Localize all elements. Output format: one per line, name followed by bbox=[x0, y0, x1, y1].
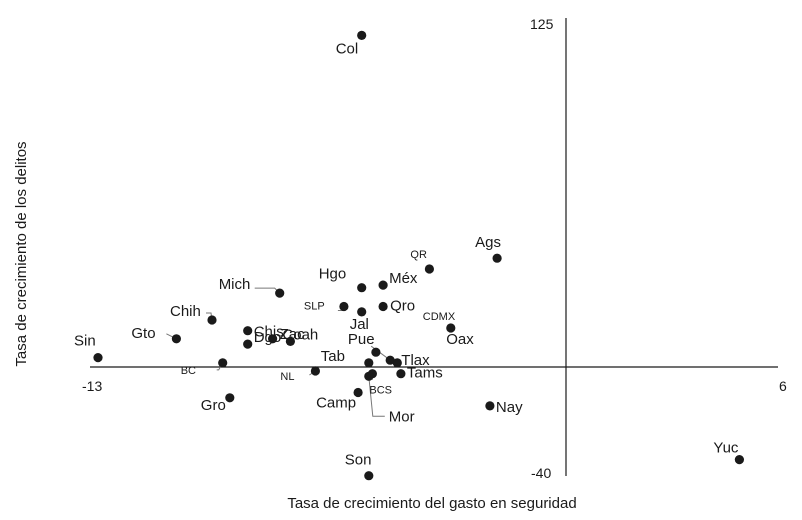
point-camp bbox=[353, 387, 363, 398]
point-yuc bbox=[734, 455, 745, 465]
x-axis-title: Tasa de crecimiento del gasto en segurid… bbox=[287, 495, 576, 512]
point-bc bbox=[218, 358, 228, 368]
point-pue bbox=[371, 347, 381, 357]
label-camp: Camp bbox=[316, 395, 356, 412]
point-dgo bbox=[243, 339, 253, 349]
point-son bbox=[364, 471, 374, 481]
point-tab bbox=[364, 358, 374, 368]
label-tab: Tab bbox=[321, 348, 345, 365]
label-sin: Sin bbox=[74, 333, 96, 350]
label-ags: Ags bbox=[475, 234, 501, 251]
label-slp: SLP bbox=[304, 301, 325, 313]
data-points bbox=[93, 30, 745, 481]
point-gro bbox=[225, 393, 235, 403]
point-zac bbox=[268, 334, 278, 344]
point-labels: Col QR Ags Méx Hgo Mich Qro SLP Jal Chih Chis CDMX G… bbox=[74, 40, 739, 468]
point-cdmx bbox=[446, 323, 456, 333]
y-tick-max: 125 bbox=[530, 16, 554, 32]
point-m-x bbox=[378, 280, 388, 290]
point-qr bbox=[424, 264, 434, 274]
point-col bbox=[357, 30, 367, 40]
label-mich: Mich bbox=[219, 276, 251, 293]
label-nl: NL bbox=[280, 371, 294, 383]
point-slp bbox=[339, 301, 349, 312]
y-axis-title: Tasa de crecimiento de los delitos bbox=[13, 141, 30, 366]
point-ags bbox=[492, 253, 502, 263]
label-hgo: Hgo bbox=[319, 266, 347, 283]
label-dgo: Dgo bbox=[254, 329, 282, 346]
label-nay: Nay bbox=[496, 399, 523, 416]
label-tams: Tams bbox=[407, 365, 443, 382]
label-yuc: Yuc bbox=[713, 440, 739, 457]
axes bbox=[90, 18, 778, 476]
leader-mor bbox=[368, 376, 385, 417]
label-pue: Pue bbox=[348, 331, 375, 348]
label-bcs: BCS bbox=[369, 385, 392, 397]
label-col: Col bbox=[336, 40, 359, 57]
label-jal: Jal bbox=[350, 316, 369, 333]
point-nay bbox=[485, 401, 495, 411]
label-zac: Zac bbox=[280, 326, 306, 343]
point-jal bbox=[357, 307, 367, 317]
point-mich bbox=[275, 288, 285, 298]
label-tlax: Tlax bbox=[401, 352, 430, 369]
point-nl bbox=[310, 366, 320, 376]
label-qr: QR bbox=[410, 249, 427, 261]
y-tick-min: -40 bbox=[531, 465, 551, 481]
label-chih: Chih bbox=[170, 303, 201, 320]
label-m-x: Méx bbox=[389, 270, 418, 287]
label-mor: Mor bbox=[389, 408, 415, 425]
point-sin bbox=[93, 353, 103, 363]
x-tick-max: 6 bbox=[779, 378, 787, 394]
label-coah: Coah bbox=[282, 326, 318, 343]
label-chis: Chis bbox=[254, 324, 284, 341]
label-cdmx: CDMX bbox=[423, 311, 456, 323]
point-mor bbox=[364, 371, 374, 381]
label-son: Son bbox=[345, 452, 372, 469]
point-qro bbox=[378, 301, 388, 312]
point-gto bbox=[171, 334, 181, 344]
point-coah bbox=[285, 336, 295, 346]
label-qro: Qro bbox=[390, 298, 415, 315]
point-oax bbox=[385, 355, 395, 365]
x-tick-min: -13 bbox=[82, 378, 102, 394]
point-chis bbox=[243, 326, 253, 336]
label-gto: Gto bbox=[131, 325, 155, 342]
label-gro: Gro bbox=[201, 397, 226, 414]
point-tlax bbox=[392, 358, 402, 368]
point-chih bbox=[207, 315, 217, 325]
label-oax: Oax bbox=[446, 331, 474, 348]
label-bc: BC bbox=[181, 365, 196, 377]
point-hgo bbox=[357, 283, 367, 293]
point-tams bbox=[396, 369, 406, 379]
